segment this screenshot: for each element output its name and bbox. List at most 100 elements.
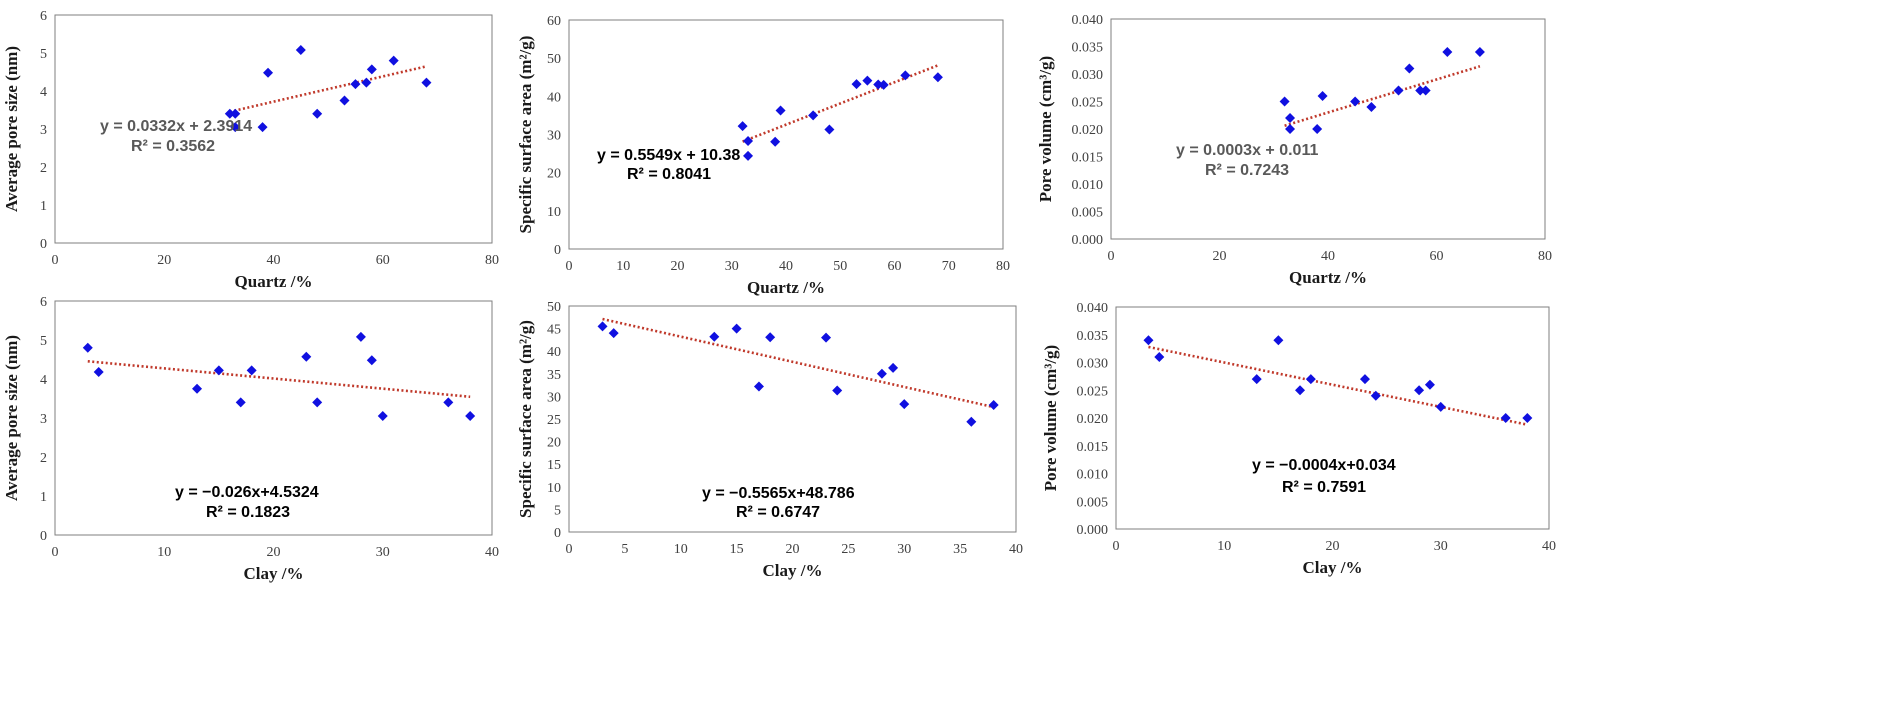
data-point — [1393, 85, 1404, 96]
data-point — [743, 150, 754, 161]
y-tick-label: 0.010 — [1072, 178, 1104, 193]
x-tick-label: 80 — [1538, 249, 1552, 264]
x-tick-label: 15 — [730, 542, 744, 557]
data-point — [888, 362, 899, 373]
y-tick-label: 50 — [547, 300, 561, 315]
y-tick-label: 0.030 — [1072, 68, 1104, 83]
x-tick-label: 70 — [942, 259, 956, 274]
data-point — [1420, 85, 1431, 96]
data-point — [1317, 91, 1328, 101]
x-tick-label: 10 — [674, 542, 688, 557]
data-point — [821, 332, 832, 343]
trend-equation: y = 0.5549x + 10.38 — [597, 147, 740, 164]
x-tick-label: 20 — [786, 542, 800, 557]
y-axis-title: Pore volume (cm³/g) — [1041, 345, 1060, 491]
data-point — [876, 368, 887, 379]
data-point — [355, 331, 366, 342]
trendline — [602, 317, 994, 409]
x-axis-title: Clay /% — [244, 564, 304, 583]
data-point — [366, 355, 377, 366]
y-tick-label: 1 — [40, 490, 47, 505]
y-tick-label: 0.005 — [1077, 495, 1109, 510]
data-point — [443, 397, 454, 408]
y-tick-label: 0 — [40, 237, 47, 252]
x-tick-label: 60 — [376, 253, 390, 268]
data-point — [301, 351, 312, 362]
x-tick-label: 30 — [897, 542, 911, 557]
data-point — [765, 332, 776, 343]
y-tick-label: 0.040 — [1072, 13, 1104, 28]
data-point — [1474, 47, 1485, 57]
y-tick-label: 0.020 — [1072, 123, 1104, 138]
y-tick-label: 40 — [547, 345, 561, 360]
x-tick-label: 80 — [996, 259, 1010, 274]
y-tick-label: 30 — [547, 129, 561, 144]
data-point — [1154, 351, 1165, 362]
data-point — [312, 108, 323, 119]
data-point — [388, 55, 399, 66]
trendline — [1148, 345, 1528, 426]
data-point — [824, 124, 835, 135]
data-point — [1442, 47, 1453, 57]
y-tick-label: 20 — [547, 167, 561, 182]
data-point — [709, 331, 720, 342]
data-point — [230, 108, 241, 119]
data-point — [1424, 379, 1435, 390]
y-tick-label: 3 — [40, 412, 47, 427]
x-tick-label: 0 — [566, 259, 573, 274]
data-point — [775, 105, 786, 116]
x-tick-label: 40 — [1542, 539, 1556, 554]
data-point — [862, 75, 873, 86]
x-tick-label: 0 — [1108, 249, 1115, 264]
data-point — [1312, 124, 1323, 134]
x-tick-label: 20 — [267, 545, 281, 560]
y-tick-label: 50 — [547, 52, 561, 67]
x-tick-label: 60 — [888, 259, 902, 274]
x-tick-label: 40 — [485, 545, 499, 560]
x-axis-title: Clay /% — [763, 561, 823, 580]
x-axis-title: Clay /% — [1303, 558, 1363, 577]
data-point — [465, 411, 476, 422]
data-point — [966, 416, 977, 427]
data-point — [246, 365, 257, 376]
x-tick-label: 20 — [157, 253, 171, 268]
y-tick-label: 20 — [547, 436, 561, 451]
r-squared-label: R² = 0.1823 — [206, 504, 290, 521]
y-axis-title: Average pore size (nm) — [2, 46, 21, 212]
data-point — [1285, 113, 1296, 123]
data-point — [263, 67, 274, 78]
x-tick-label: 50 — [833, 259, 847, 274]
data-point — [1143, 335, 1154, 346]
data-point — [753, 381, 764, 392]
data-point — [421, 77, 432, 88]
data-point — [900, 70, 911, 81]
data-point — [1305, 374, 1316, 385]
y-tick-label: 0.030 — [1077, 357, 1109, 372]
trendline — [87, 359, 471, 399]
data-point — [1279, 96, 1290, 107]
x-tick-label: 0 — [52, 545, 59, 560]
chart-c-ssa: 0 5 10 15 20 25 30 35 40 45 50 0 5 10 15 20 25 30 35 40 Clay… — [516, 300, 1023, 580]
x-tick-label: 80 — [485, 253, 499, 268]
y-tick-label: 0.000 — [1077, 523, 1109, 538]
x-tick-label: 40 — [267, 253, 281, 268]
x-tick-label: 0 — [566, 542, 573, 557]
r-squared-label: R² = 0.7591 — [1282, 479, 1366, 496]
data-point — [1251, 374, 1262, 385]
x-tick-label: 35 — [953, 542, 967, 557]
r-squared-label: R² = 0.6747 — [736, 504, 820, 521]
data-point — [597, 321, 608, 332]
data-point — [608, 328, 619, 339]
data-point — [899, 399, 910, 410]
data-point — [878, 79, 889, 90]
plot-frame — [568, 305, 1017, 533]
data-point — [1500, 413, 1511, 423]
y-tick-label: 60 — [547, 14, 561, 29]
x-tick-label: 30 — [1434, 539, 1448, 554]
data-point — [1404, 63, 1415, 74]
y-tick-label: 0.005 — [1072, 206, 1104, 221]
y-tick-label: 40 — [547, 90, 561, 105]
data-point — [851, 79, 862, 90]
data-point — [1370, 390, 1381, 401]
